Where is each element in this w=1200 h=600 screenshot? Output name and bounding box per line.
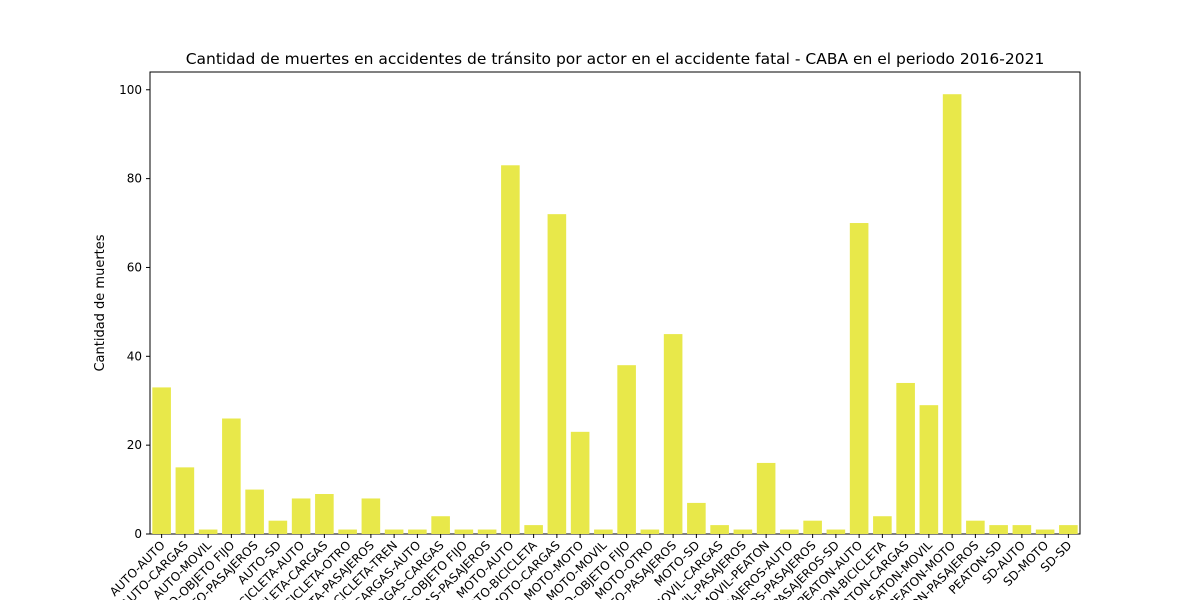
- bar: [687, 502, 706, 534]
- bar: [1012, 525, 1032, 534]
- bar: [803, 520, 822, 534]
- bar: [175, 467, 195, 534]
- bar: [896, 382, 915, 534]
- bar: [919, 405, 939, 534]
- y-tick-label: 80: [127, 172, 142, 186]
- bar: [780, 529, 799, 534]
- bar: [454, 529, 474, 534]
- bar: [989, 525, 1008, 534]
- bar: [617, 365, 636, 534]
- bar: [733, 529, 753, 534]
- bar: [873, 516, 892, 534]
- bar: [594, 529, 613, 534]
- bar: [361, 498, 381, 534]
- bar: [198, 529, 218, 534]
- bar: [384, 529, 404, 534]
- bar: [338, 529, 357, 534]
- bar: [222, 418, 241, 534]
- bar: [826, 529, 846, 534]
- bar: [315, 494, 334, 534]
- bar: [710, 525, 729, 534]
- bar: [501, 165, 520, 535]
- bar: [1035, 529, 1055, 534]
- y-tick-label: 100: [119, 83, 142, 97]
- chart-title: Cantidad de muertes en accidentes de trá…: [186, 50, 1045, 68]
- bar: [524, 525, 543, 534]
- bar: [431, 516, 450, 534]
- bar: [756, 462, 776, 534]
- bar: [663, 334, 683, 534]
- plot-frame: [149, 71, 1081, 535]
- bar: [408, 529, 427, 534]
- bar: [547, 214, 567, 534]
- y-tick-label: 0: [134, 527, 142, 541]
- bar: [640, 529, 660, 534]
- bar: [1059, 525, 1078, 534]
- bar: [152, 387, 171, 534]
- y-axis-label: Cantidad de muertes: [93, 234, 108, 371]
- bar: [291, 498, 311, 534]
- bar: [268, 520, 288, 534]
- bar: [849, 223, 869, 535]
- y-tick-label: 60: [127, 260, 142, 274]
- bar: [477, 529, 497, 534]
- y-tick-label: 40: [127, 349, 142, 363]
- bar: [942, 94, 962, 534]
- y-tick-label: 20: [127, 438, 142, 452]
- bar: [966, 520, 985, 534]
- bar: [570, 431, 590, 534]
- bar: [245, 489, 264, 534]
